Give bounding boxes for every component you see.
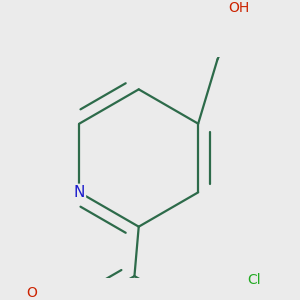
Text: O: O: [27, 286, 38, 300]
Text: OH: OH: [228, 1, 250, 15]
Text: N: N: [74, 185, 85, 200]
Text: Cl: Cl: [248, 273, 261, 287]
